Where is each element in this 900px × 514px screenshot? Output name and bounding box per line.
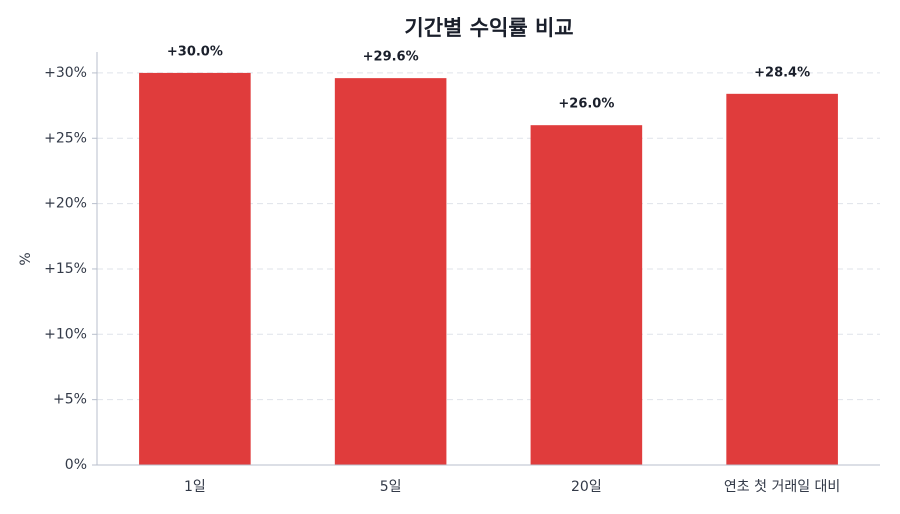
y-tick-label: +30% [44,65,87,81]
y-axis-label: % [18,252,34,265]
x-tick-label: 20일 [571,479,602,495]
bar [139,72,251,466]
y-tick-label: +15% [44,261,87,277]
y-tick-label: +25% [44,130,87,146]
value-label: +29.6% [363,50,419,65]
bar [726,93,838,465]
value-label: +26.0% [558,97,614,112]
y-tick-label: +20% [44,196,87,212]
value-label: +28.4% [754,65,810,80]
chart-title: 기간별 수익률 비교 [404,16,573,40]
y-tick-label: +10% [44,326,87,342]
x-tick-label: 1일 [184,479,206,495]
x-tick-label: 연초 첫 거래일 대비 [724,479,840,495]
bar [530,125,643,465]
bar [334,78,447,465]
y-tick-label: +5% [53,392,87,408]
value-label: +30.0% [167,44,223,59]
x-tick-label: 5일 [380,479,402,495]
y-tick-label: 0% [65,457,87,473]
